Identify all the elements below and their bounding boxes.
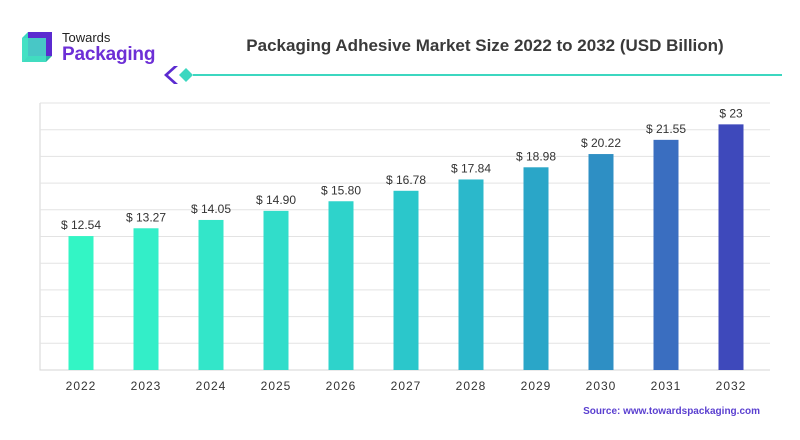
- bar-2029: [523, 167, 549, 370]
- logo-cube-icon: [22, 32, 52, 62]
- data-label-2030: $ 20.22: [581, 136, 621, 150]
- bar-2024: [198, 219, 224, 370]
- data-label-2023: $ 13.27: [126, 210, 166, 224]
- data-label-2031: $ 21.55: [646, 122, 686, 136]
- data-label-2025: $ 14.90: [256, 193, 296, 207]
- data-label-2022: $ 12.54: [61, 218, 101, 232]
- x-tick-label-2027: 2027: [391, 379, 422, 393]
- chevron-left-icon: [164, 66, 178, 84]
- bar-2027: [393, 190, 419, 370]
- brand-logo: Towards Packaging: [18, 26, 168, 68]
- x-tick-label-2023: 2023: [131, 379, 162, 393]
- data-label-2024: $ 14.05: [191, 202, 231, 216]
- title-divider: [164, 66, 782, 84]
- x-tick-label-2028: 2028: [456, 379, 487, 393]
- bar-2025: [263, 210, 289, 370]
- x-tick-label-2026: 2026: [326, 379, 357, 393]
- bar-2023: [133, 228, 159, 370]
- x-tick-label-2029: 2029: [521, 379, 552, 393]
- data-label-2029: $ 18.98: [516, 149, 556, 163]
- source-note: Source: www.towardspackaging.com: [583, 406, 760, 417]
- diamond-icon: [179, 68, 193, 82]
- x-tick-label-2024: 2024: [196, 379, 227, 393]
- data-label-2032: $ 23: [719, 106, 743, 120]
- x-tick-label-2031: 2031: [651, 379, 682, 393]
- x-tick-label-2030: 2030: [586, 379, 617, 393]
- chart-title: Packaging Adhesive Market Size 2022 to 2…: [246, 36, 724, 55]
- bar-2030: [588, 154, 614, 370]
- bar-2022: [68, 236, 94, 370]
- logo-text-line2: Packaging: [62, 44, 156, 65]
- data-label-2027: $ 16.78: [386, 173, 426, 187]
- bar-2026: [328, 201, 354, 370]
- x-tick-label-2022: 2022: [66, 379, 97, 393]
- x-tick-label-2025: 2025: [261, 379, 292, 393]
- data-label-2028: $ 17.84: [451, 161, 491, 175]
- bar-2028: [458, 179, 484, 370]
- data-label-2026: $ 15.80: [321, 183, 361, 197]
- bar-2031: [653, 139, 679, 370]
- bar-2032: [718, 124, 744, 370]
- logo-text-line1: Towards: [62, 30, 111, 45]
- x-tick-label-2032: 2032: [716, 379, 747, 393]
